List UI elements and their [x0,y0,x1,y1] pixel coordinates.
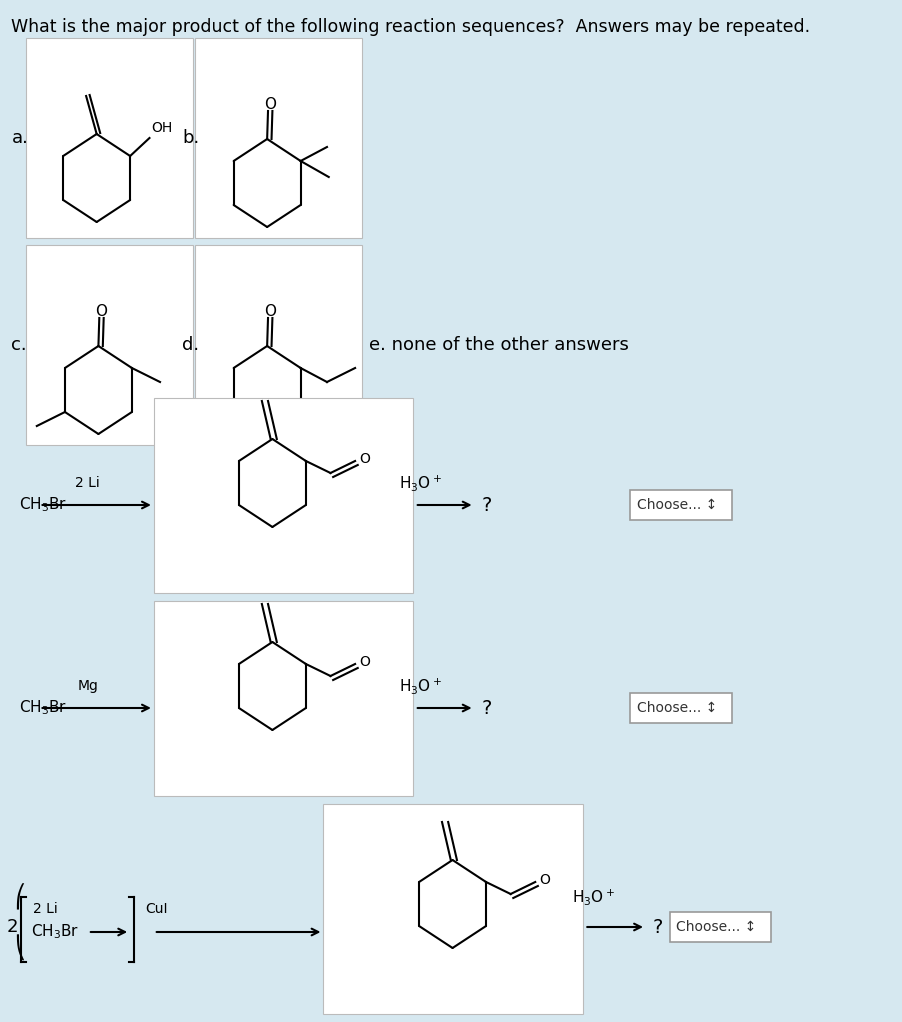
Bar [26,245,193,445]
Text: ⎛
⎝: ⎛ ⎝ [14,883,25,961]
Text: O: O [539,873,550,887]
Text: Choose... ↕: Choose... ↕ [637,701,717,715]
Text: e. none of the other answers: e. none of the other answers [369,336,629,354]
Text: b.: b. [182,129,199,147]
Text: d.: d. [182,336,199,354]
Text: c.: c. [12,336,27,354]
Text: O: O [360,452,371,466]
Bar [670,912,771,942]
Text: ?: ? [482,496,492,514]
Text: Choose... ↕: Choose... ↕ [676,920,756,934]
Text: O: O [360,655,371,669]
Bar [630,490,732,520]
Bar [195,38,362,238]
Text: Mg: Mg [78,679,98,693]
Bar [153,398,413,593]
Text: Choose... ↕: Choose... ↕ [637,498,717,512]
Text: 2 Li: 2 Li [33,902,58,916]
Text: O: O [263,96,276,111]
Bar [195,245,362,445]
Text: CH$_3$Br: CH$_3$Br [19,699,68,717]
Text: O: O [95,304,107,319]
Text: CuI: CuI [145,902,168,916]
Text: H$_3$O$^+$: H$_3$O$^+$ [399,473,441,493]
Text: OH: OH [152,121,172,135]
Text: ?: ? [653,918,663,936]
Text: ?: ? [482,698,492,717]
Text: CH$_3$Br: CH$_3$Br [31,923,79,941]
Bar [26,38,193,238]
Text: a.: a. [12,129,28,147]
Bar [153,601,413,796]
Bar [630,693,732,723]
Text: What is the major product of the following reaction sequences?  Answers may be r: What is the major product of the followi… [11,18,810,36]
Text: O: O [263,304,276,319]
Text: 2 Li: 2 Li [76,476,100,490]
Text: H$_3$O$^+$: H$_3$O$^+$ [399,676,441,696]
Text: 2: 2 [7,918,19,936]
Text: CH$_3$Br: CH$_3$Br [19,496,68,514]
Bar [324,804,583,1014]
Text: H$_3$O$^+$: H$_3$O$^+$ [572,887,614,907]
